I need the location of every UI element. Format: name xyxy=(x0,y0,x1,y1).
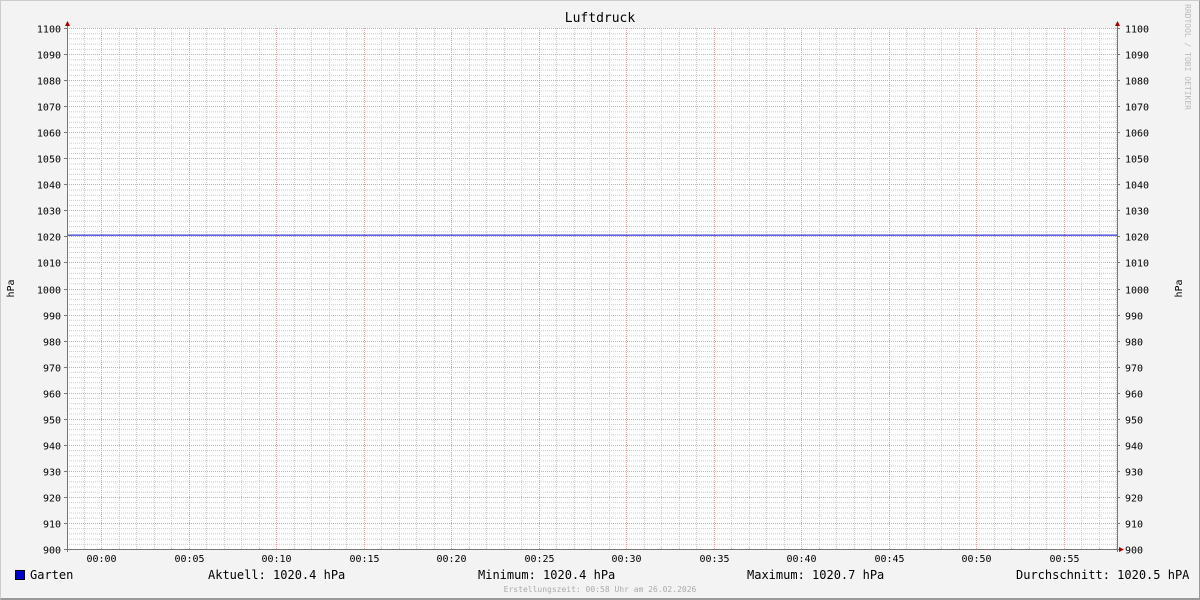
y-tick-label-right: 910 xyxy=(1125,520,1143,531)
y-tick-label-left: 910 xyxy=(43,520,61,531)
y-tick-label-right: 950 xyxy=(1125,416,1143,427)
watermark: RRDTOOL / TOBI OETIKER xyxy=(1183,4,1192,110)
y-tick-label-right: 930 xyxy=(1125,468,1143,479)
x-tick-label: 00:20 xyxy=(436,554,466,565)
y-tick-label-left: 1100 xyxy=(37,25,61,36)
y-tick-label-left: 950 xyxy=(43,416,61,427)
legend-average: Durchschnitt: 1020.5 hPA xyxy=(1016,568,1190,582)
y-tick-label-left: 960 xyxy=(43,390,61,401)
y-tick-label-left: 1050 xyxy=(37,155,61,166)
y-tick-label-right: 1080 xyxy=(1125,77,1149,88)
y-tick-label-right: 980 xyxy=(1125,338,1143,349)
legend-series-name: Garten xyxy=(30,568,74,582)
y-tick-label-right: 1010 xyxy=(1125,259,1149,270)
y-tick-label-left: 1090 xyxy=(37,51,61,62)
y-tick-label-left: 930 xyxy=(43,468,61,479)
legend-swatch-garten xyxy=(15,570,25,580)
x-tick-label: 00:15 xyxy=(349,554,379,565)
y-tick-label-left: 900 xyxy=(43,546,61,557)
y-tick-label-right: 1030 xyxy=(1125,207,1149,218)
y-tick-label-right: 1060 xyxy=(1125,129,1149,140)
y-tick-label-right: 1090 xyxy=(1125,51,1149,62)
legend-maximum: Maximum: 1020.7 hPa xyxy=(747,568,885,582)
y-tick-label-left: 980 xyxy=(43,338,61,349)
x-axis-arrow xyxy=(1119,547,1124,552)
y-tick-label-left: 1070 xyxy=(37,103,61,114)
y-tick-label-left: 970 xyxy=(43,364,61,375)
y-tick-label-right: 1100 xyxy=(1125,25,1149,36)
y-tick-label-left: 1060 xyxy=(37,129,61,140)
y-tick-label-left: 990 xyxy=(43,312,61,323)
y-tick-label-right: 960 xyxy=(1125,390,1143,401)
y-tick-label-left: 1080 xyxy=(37,77,61,88)
y-tick-label-right: 940 xyxy=(1125,442,1143,453)
y-tick-label-left: 1030 xyxy=(37,207,61,218)
y-axis-label-right: hPa xyxy=(1174,279,1185,297)
y-tick-label-right: 1050 xyxy=(1125,155,1149,166)
y-tick-label-right: 1000 xyxy=(1125,286,1149,297)
x-tick-label: 00:40 xyxy=(786,554,816,565)
y-tick-label-left: 940 xyxy=(43,442,61,453)
x-tick-label: 00:00 xyxy=(86,554,116,565)
x-tick-label: 00:05 xyxy=(174,554,204,565)
x-tick-label: 00:35 xyxy=(699,554,729,565)
y-tick-label-left: 1010 xyxy=(37,259,61,270)
x-tick-label: 00:50 xyxy=(961,554,991,565)
y-tick-label-right: 900 xyxy=(1125,546,1143,557)
x-tick-label: 00:25 xyxy=(524,554,554,565)
y-tick-label-right: 1020 xyxy=(1125,233,1149,244)
y-tick-label-right: 920 xyxy=(1125,494,1143,505)
creation-time-footer: Erstellungszeit: 00:58 Uhr am 26.02.2026 xyxy=(503,585,697,594)
y-tick-label-right: 1040 xyxy=(1125,181,1149,192)
y-axis-arrow-right xyxy=(1115,21,1120,26)
legend-current: Aktuell: 1020.4 hPa xyxy=(208,568,346,582)
x-tick-label: 00:45 xyxy=(874,554,904,565)
y-axis-label-left: hPa xyxy=(6,279,17,297)
x-tick-label: 00:30 xyxy=(611,554,641,565)
y-tick-label-left: 1040 xyxy=(37,181,61,192)
x-tick-label: 00:10 xyxy=(261,554,291,565)
y-tick-label-left: 1000 xyxy=(37,286,61,297)
y-tick-label-right: 990 xyxy=(1125,312,1143,323)
y-tick-label-left: 920 xyxy=(43,494,61,505)
chart-title: Luftdruck xyxy=(564,11,636,26)
y-tick-label-right: 970 xyxy=(1125,364,1143,375)
y-tick-label-left: 1020 xyxy=(37,233,61,244)
x-tick-label: 00:55 xyxy=(1049,554,1079,565)
y-tick-label-right: 1070 xyxy=(1125,103,1149,114)
y-axis-arrow-left xyxy=(65,21,70,26)
legend-minimum: Minimum: 1020.4 hPa xyxy=(478,568,616,582)
